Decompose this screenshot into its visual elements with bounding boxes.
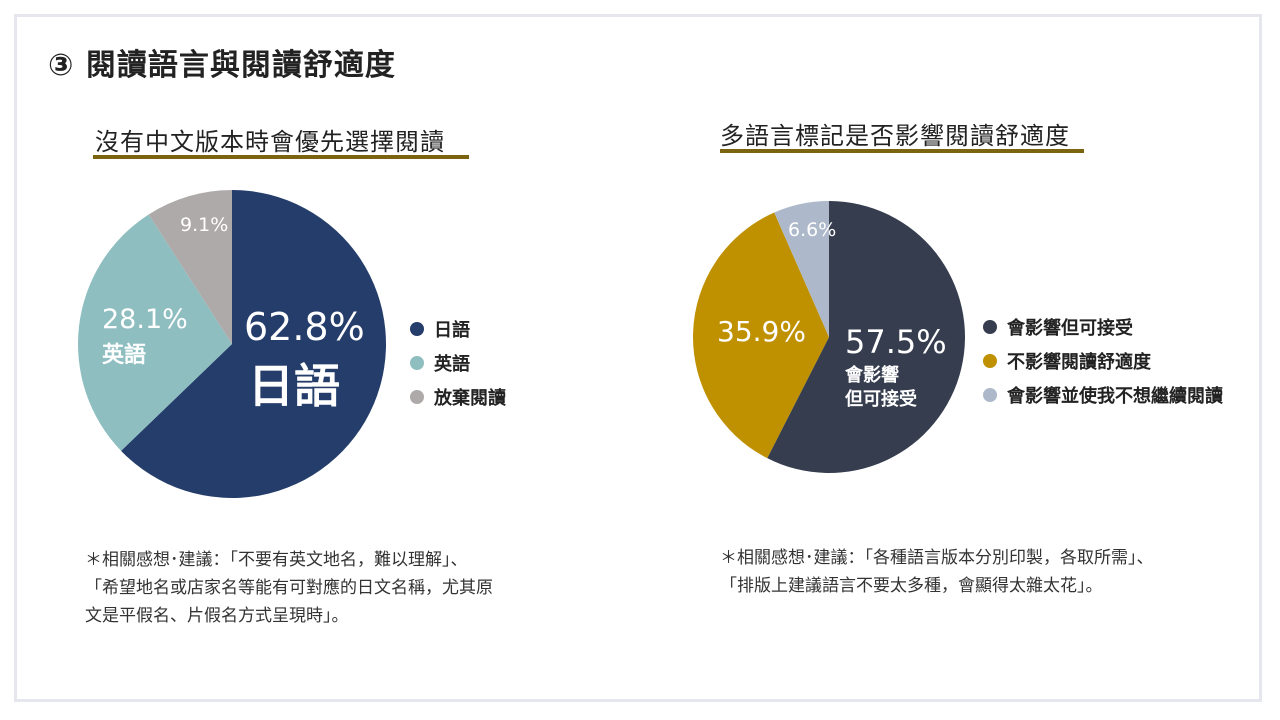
slice-value-label: 35.9% xyxy=(717,315,806,348)
note-line: 文是平假名、片假名方式呈現時」。 xyxy=(85,606,349,626)
legend-label: 不影響閱讀舒適度 xyxy=(1007,352,1151,373)
legend-swatch xyxy=(410,356,424,370)
legend-label: 英語 xyxy=(434,354,470,375)
pie-slice xyxy=(767,201,965,473)
pie-slice xyxy=(121,190,386,498)
chart2-legend: 會影響但可接受 不影響閱讀舒適度 會影響並使我不想繼續閱讀 xyxy=(983,310,1223,412)
slide-frame xyxy=(14,14,1262,702)
pie-slice xyxy=(148,190,232,344)
slice-value-label: 9.1% xyxy=(180,214,228,236)
legend-item: 放棄閱讀 xyxy=(410,380,506,414)
legend-swatch xyxy=(410,390,424,404)
legend-label: 日語 xyxy=(434,320,470,341)
legend-label: 放棄閱讀 xyxy=(434,388,506,409)
page-title: ③ 閱讀語言與閱讀舒適度 xyxy=(48,48,396,83)
note-line: ＊相關感想･建議：「各種語言版本分別印製，各取所需」、 xyxy=(720,548,1154,568)
legend-item: 不影響閱讀舒適度 xyxy=(983,344,1223,378)
note-line: 「排版上建議語言不要太多種，會顯得太雜太花」。 xyxy=(720,576,1103,596)
slice-value-label: 6.6% xyxy=(788,219,836,241)
legend-label: 會影響但可接受 xyxy=(1007,318,1133,339)
legend-swatch xyxy=(983,388,997,402)
legend-item: 會影響但可接受 xyxy=(983,310,1223,344)
chart1-title-underline xyxy=(93,155,469,159)
legend-item: 日語 xyxy=(410,312,506,346)
pie-slice xyxy=(693,212,829,459)
slice-value-label: 57.5% xyxy=(845,323,947,361)
chart2-pie: 57.5% 會影響但可接受 35.9% 6.6% xyxy=(693,201,965,473)
note-line: 「希望地名或店家名等能有可對應的日文名稱，尤其原 xyxy=(85,578,493,598)
legend-swatch xyxy=(983,320,997,334)
chart2-title-underline xyxy=(720,149,1084,153)
chart1-note: ＊相關感想･建議：「不要有英文地名，難以理解」、 「希望地名或店家名等能有可對應… xyxy=(85,546,493,630)
slice-value-label: 62.8% xyxy=(244,305,365,349)
slice-category-label: 日語 xyxy=(248,359,340,413)
chart1-title: 沒有中文版本時會優先選擇閱讀 xyxy=(95,128,445,156)
slice-category-label: 英語 xyxy=(102,342,146,368)
slice-value-label: 28.1% xyxy=(102,304,188,335)
legend-label: 會影響並使我不想繼續閱讀 xyxy=(1007,386,1223,407)
chart2-note: ＊相關感想･建議：「各種語言版本分別印製，各取所需」、 「排版上建議語言不要太多… xyxy=(720,544,1154,600)
chart1-legend: 日語 英語 放棄閱讀 xyxy=(410,312,506,414)
slice-category-label: 但可接受 xyxy=(844,388,917,410)
legend-swatch xyxy=(983,354,997,368)
legend-item: 英語 xyxy=(410,346,506,380)
legend-item: 會影響並使我不想繼續閱讀 xyxy=(983,378,1223,412)
chart1-pie: 62.8% 日語 28.1% 英語 9.1% xyxy=(78,190,386,498)
pie-slice xyxy=(774,201,829,337)
note-line: ＊相關感想･建議：「不要有英文地名，難以理解」、 xyxy=(85,550,468,570)
pie-slice xyxy=(78,214,232,451)
slice-category-label: 會影響 xyxy=(845,364,899,386)
legend-swatch xyxy=(410,322,424,336)
chart2-title: 多語言標記是否影響閱讀舒適度 xyxy=(720,122,1070,150)
